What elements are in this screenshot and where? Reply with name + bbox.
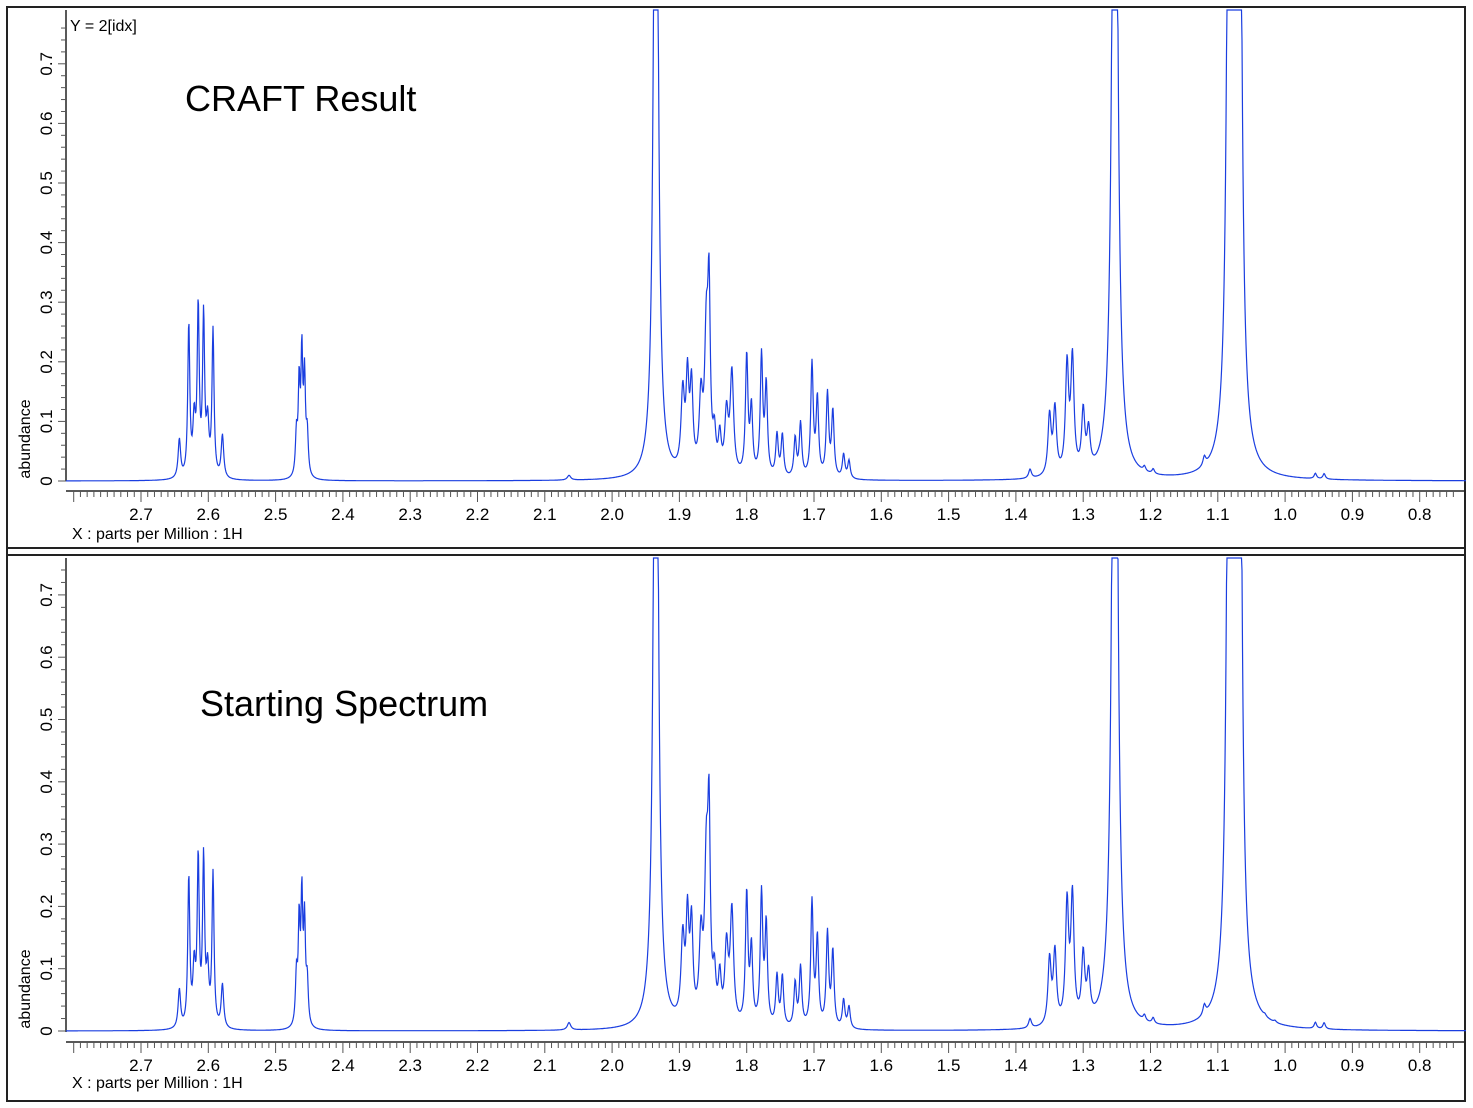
x-tick-label: 2.5	[264, 1056, 288, 1075]
x-tick-label: 2.2	[466, 505, 490, 524]
x-tick-label: 2.5	[264, 505, 288, 524]
x-tick-label: 2.7	[129, 505, 153, 524]
x-tick-label: 0.8	[1408, 505, 1432, 524]
y-tick-label: 0.4	[37, 770, 56, 794]
x-tick-label: 1.8	[735, 505, 759, 524]
y-axis-label-bottom: abundance	[17, 949, 34, 1029]
x-tick-label: 1.3	[1071, 1056, 1095, 1075]
x-tick-label: 1.9	[668, 505, 692, 524]
y-tick-label: 0.3	[37, 290, 56, 314]
y-tick-label: 0.4	[37, 231, 56, 255]
x-tick-label: 1.6	[869, 505, 893, 524]
x-tick-label: 2.4	[331, 1056, 355, 1075]
x-tick-label: 1.1	[1206, 505, 1230, 524]
corner-label: Y = 2[idx]	[70, 18, 137, 35]
x-tick-label: 2.6	[196, 505, 220, 524]
x-tick-label: 1.0	[1273, 505, 1297, 524]
panel-divider-lower	[6, 554, 1466, 556]
panel-title-starting-spectrum: Starting Spectrum	[200, 683, 489, 724]
x-tick-label: 2.2	[466, 1056, 490, 1075]
x-tick-label: 1.4	[1004, 1056, 1028, 1075]
panel-craft-result: 0 0.1 0.2 0.3 0.4 0.5 0.6 0.7 2.7 2.6 2.5 2.4 2.3 2.2…	[37, 9, 1466, 524]
x-tick-label: 1.7	[802, 1056, 826, 1075]
x-tick-label: 2.1	[533, 1056, 557, 1075]
y-tick-label: 0.2	[37, 895, 56, 919]
panel-title-craft-result: CRAFT Result	[185, 78, 417, 119]
x-tick-label: 1.5	[937, 505, 961, 524]
x-tick-label: 2.6	[196, 1056, 220, 1075]
x-tick-label: 2.1	[533, 505, 557, 524]
y-tick-label: 0.7	[37, 583, 56, 607]
x-tick-label: 1.9	[668, 1056, 692, 1075]
x-tick-label: 0.9	[1341, 505, 1365, 524]
x-tick-label: 1.2	[1139, 505, 1163, 524]
x-tick-label: 1.5	[937, 1056, 961, 1075]
x-tick-label: 0.9	[1341, 1056, 1365, 1075]
y-tick-label: 0.5	[37, 171, 56, 195]
y-axis-label-top: abundance	[17, 399, 34, 479]
y-tick-label: 0.3	[37, 832, 56, 856]
x-tick-label: 1.8	[735, 1056, 759, 1075]
y-tick-label: 0	[37, 476, 56, 485]
y-tick-label: 0	[37, 1026, 56, 1035]
y-tick-label: 0.2	[37, 350, 56, 374]
x-tick-label: 2.7	[129, 1056, 153, 1075]
y-tick-label: 0.6	[37, 645, 56, 669]
x-axis-label-top: X : parts per Million : 1H	[72, 526, 243, 543]
x-tick-label: 1.6	[869, 1056, 893, 1075]
x-tick-label: 2.0	[600, 505, 624, 524]
panel-divider-upper	[6, 547, 1466, 549]
x-tick-label: 2.3	[398, 505, 422, 524]
y-tick-label: 0.1	[37, 957, 56, 981]
y-tick-label: 0.5	[37, 708, 56, 732]
spectrum-trace	[66, 557, 1466, 1032]
panel-starting-spectrum: 0 0.1 0.2 0.3 0.4 0.5 0.6 0.7 2.7 2.6 2.5 2.4 2.3 2.2…	[37, 557, 1466, 1075]
x-tick-label: 0.8	[1408, 1056, 1432, 1075]
y-tick-label: 0.6	[37, 112, 56, 136]
spectrum-trace	[66, 9, 1466, 482]
x-tick-label: 1.7	[802, 505, 826, 524]
x-tick-label: 1.4	[1004, 505, 1028, 524]
y-tick-label: 0.7	[37, 52, 56, 76]
x-tick-label: 1.1	[1206, 1056, 1230, 1075]
x-axis-label-bottom: X : parts per Million : 1H	[72, 1075, 243, 1092]
x-tick-label: 2.0	[600, 1056, 624, 1075]
x-tick-label: 2.3	[398, 1056, 422, 1075]
x-tick-label: 2.4	[331, 505, 355, 524]
y-tick-label: 0.1	[37, 410, 56, 434]
x-tick-label: 1.3	[1071, 505, 1095, 524]
x-tick-label: 1.0	[1273, 1056, 1297, 1075]
x-tick-label: 1.2	[1139, 1056, 1163, 1075]
